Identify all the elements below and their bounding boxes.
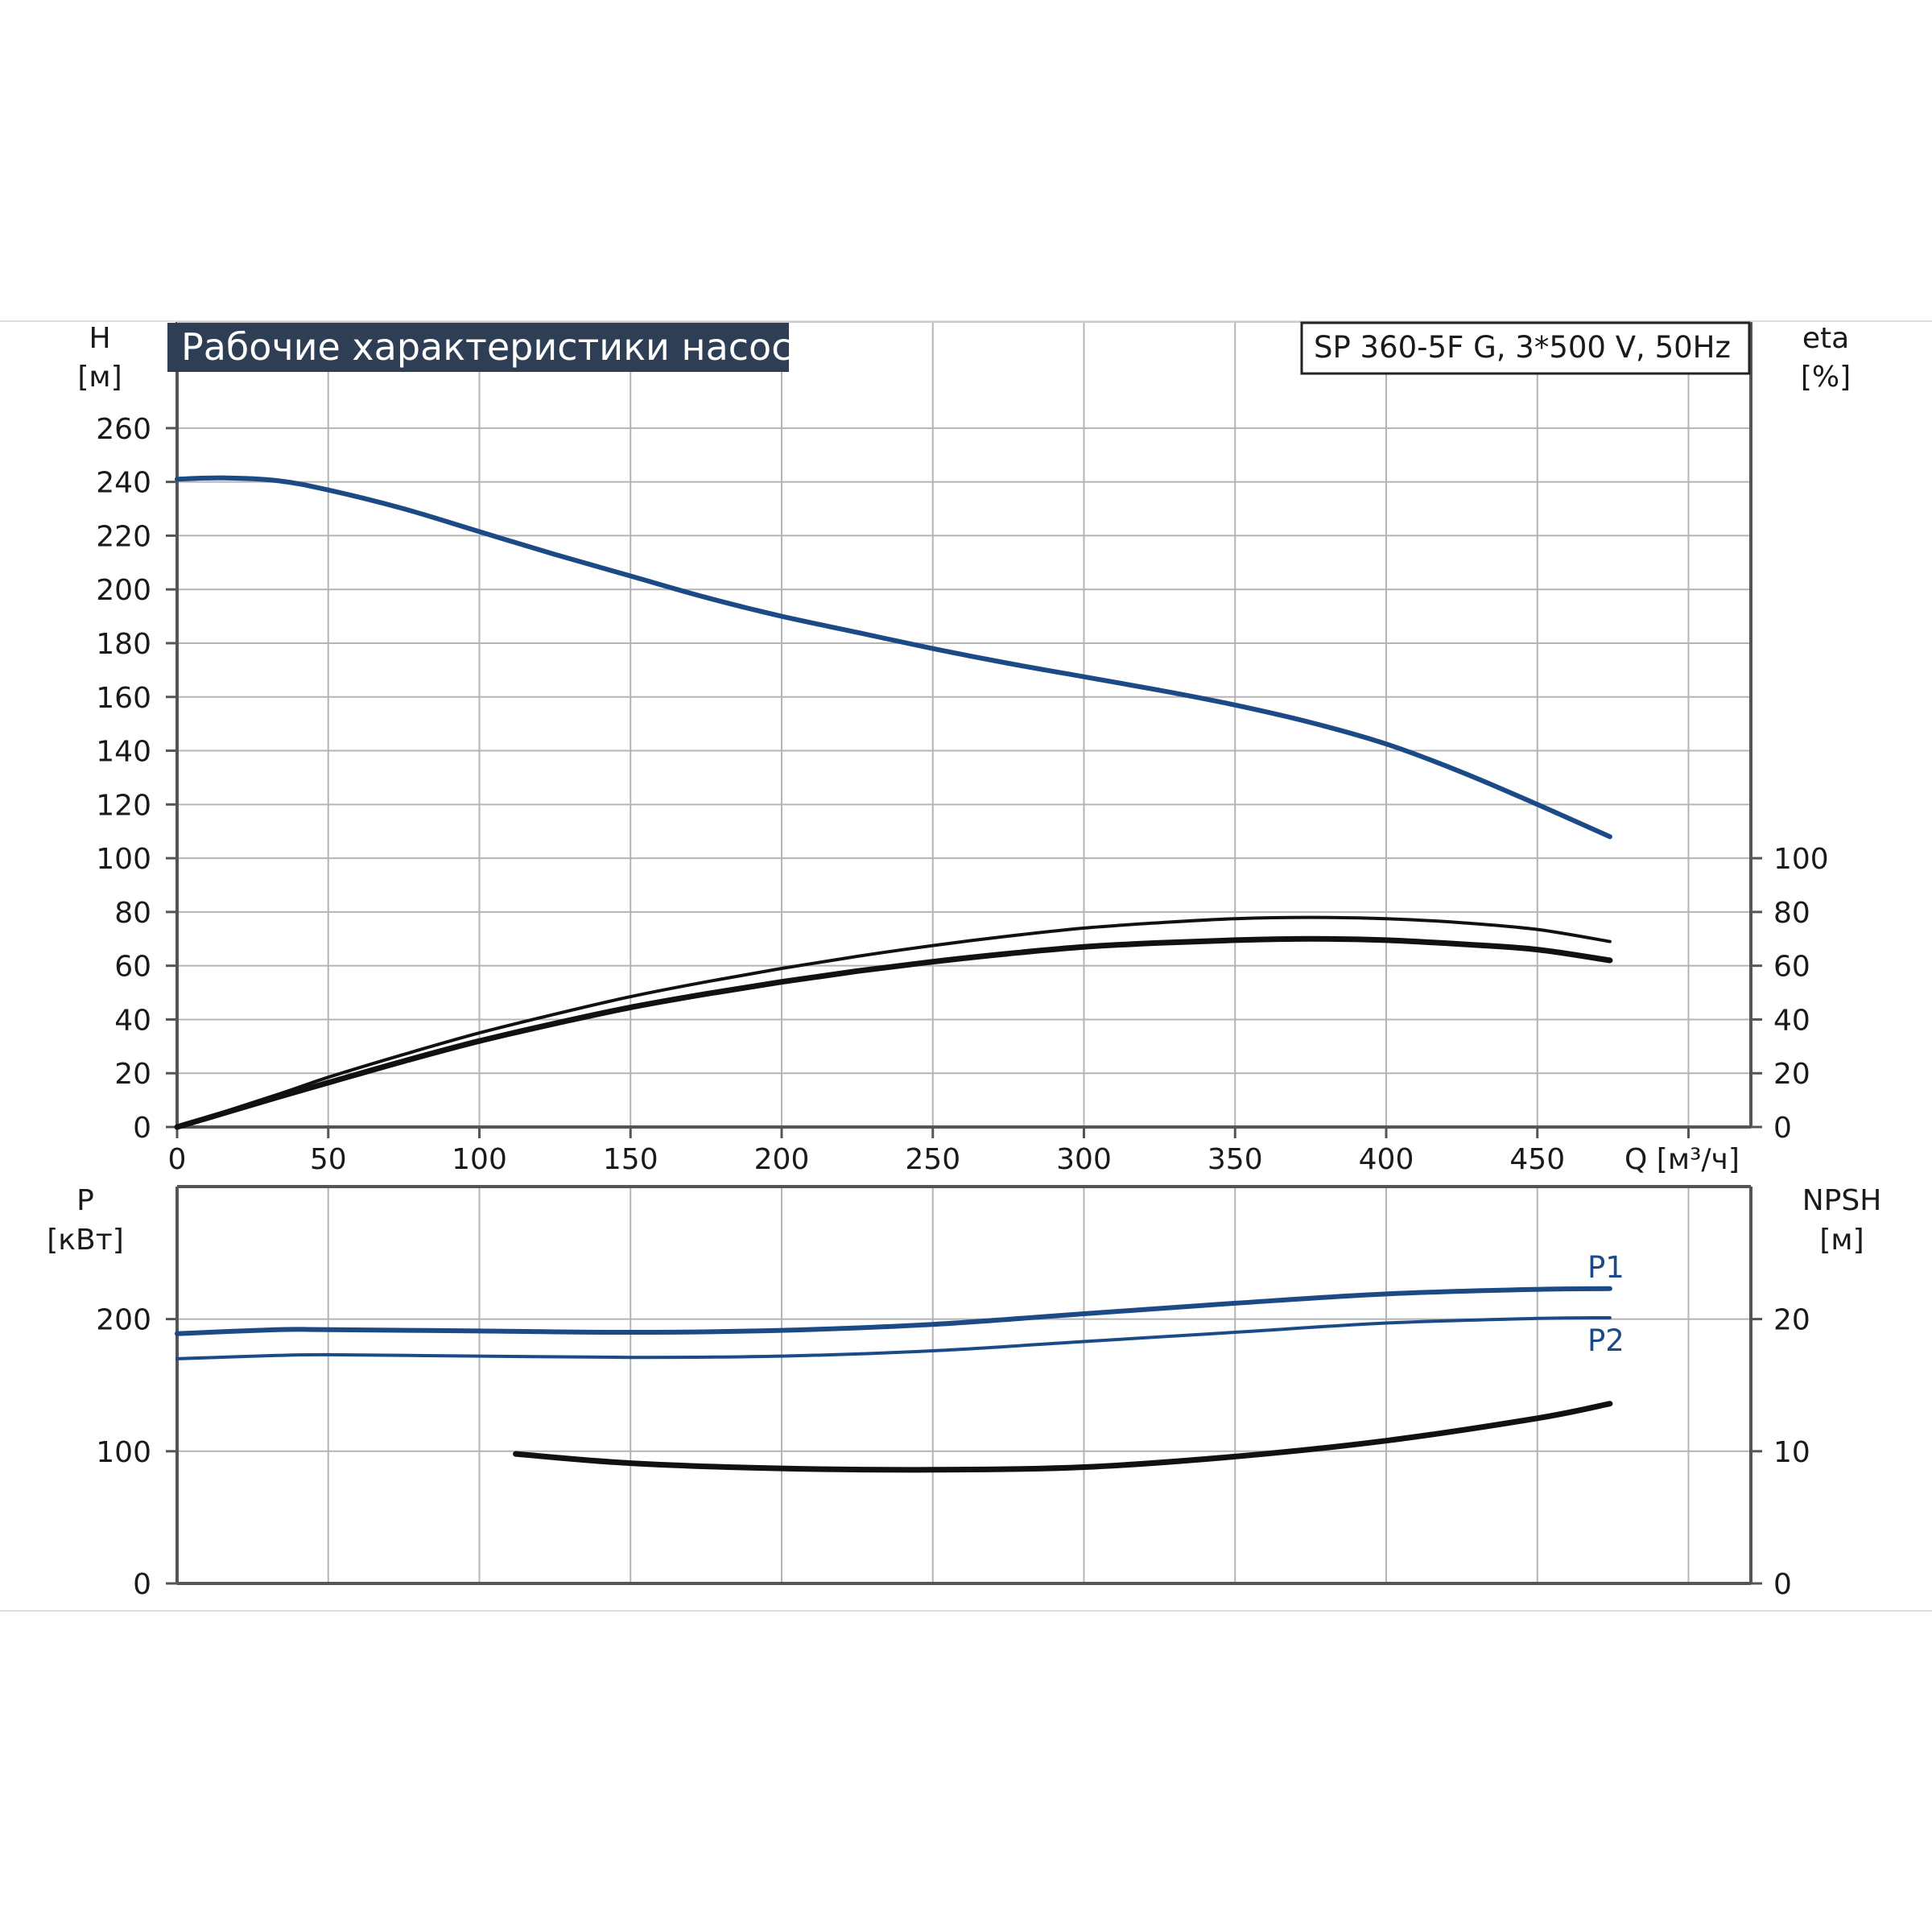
top-y-right-axis-ticks: 0 20 40 60 80 100 [1751,843,1829,1145]
y-right-tick-label: 60 [1773,951,1810,984]
series-line-eta-pump [175,915,1612,1129]
bottom-y-left-label-line2: [кВт] [47,1224,124,1257]
bottom-y-right-label-line1: NPSH [1802,1184,1882,1217]
bottom-y-left-axis-ticks: 0 100 200 [96,1304,177,1601]
top-y-left-axis-ticks: 0 20 40 60 80 100 120 140 160 180 200 220 240 260 [96,413,177,1145]
y-left-tick-label: 240 [96,467,151,500]
bottom-y-right-axis-ticks: 0 10 20 [1751,1304,1810,1601]
series-label-p1: P1 [1587,1250,1624,1285]
y-left-tick-label: 100 [96,843,151,876]
top-panel-frame [175,321,1752,1129]
y-right-tick-label: 40 [1773,1004,1810,1037]
top-panel-grid [177,322,1751,1127]
bottom-panel-frame [175,1185,1752,1585]
x-tick-label: 450 [1509,1143,1565,1176]
x-tick-label: 300 [1056,1143,1112,1176]
bottom-y-left-tick-label: 100 [96,1436,151,1469]
bottom-panel-grid [177,1187,1751,1583]
model-label: SP 360-5F G, 3*500 V, 50Hz [1314,330,1731,365]
x-tick-label: 0 [168,1143,187,1176]
x-tick-label: 200 [754,1143,810,1176]
series-line-eta-total [174,935,1613,1130]
bottom-panel-series [175,1286,1613,1473]
y-left-tick-label: 80 [114,897,151,930]
series-label-p2: P2 [1587,1323,1624,1358]
bottom-y-left-tick-label: 200 [96,1304,151,1337]
y-left-tick-label: 60 [114,951,151,984]
top-x-axis-ticks: 0 50 100 150 200 250 300 350 400 450 [168,1127,1690,1176]
x-tick-label: 400 [1359,1143,1414,1176]
top-y-right-label-line2: [%] [1801,361,1851,394]
series-line-P2 [175,1316,1612,1360]
page-title: Рабочие характеристики насоса [181,325,815,369]
series-line-P1 [175,1286,1612,1336]
y-right-tick-label: 80 [1773,897,1810,930]
title-box [167,323,789,372]
bottom-y-right-tick-label: 0 [1773,1568,1792,1601]
x-tick-label: 100 [452,1143,507,1176]
model-label-box [1300,321,1751,375]
y-left-tick-label: 0 [133,1112,151,1145]
y-left-tick-label: 180 [96,628,151,661]
y-right-tick-label: 100 [1773,843,1829,876]
x-axis-label: Q [м³/ч] [1624,1143,1740,1176]
top-y-left-label-line1: H [89,322,110,355]
bottom-y-left-label-line1: P [76,1184,94,1217]
bottom-y-right-tick-label: 20 [1773,1304,1810,1337]
y-left-tick-label: 140 [96,736,151,769]
top-y-left-label-line2: [м] [77,361,122,394]
y-left-tick-label: 220 [96,520,151,553]
y-left-tick-label: 20 [114,1058,151,1091]
bottom-y-right-tick-label: 10 [1773,1436,1810,1469]
y-left-tick-label: 200 [96,574,151,607]
series-line-H [175,475,1612,840]
x-tick-label: 250 [905,1143,960,1176]
top-y-right-label-line1: eta [1802,322,1849,355]
y-right-tick-label: 20 [1773,1058,1810,1091]
y-left-tick-label: 40 [114,1004,151,1037]
series-line-NPSH [513,1401,1613,1473]
x-tick-label: 50 [310,1143,347,1176]
y-left-tick-label: 260 [96,413,151,446]
x-tick-label: 150 [603,1143,658,1176]
top-panel-series [174,475,1613,1130]
y-left-tick-label: 160 [96,682,151,715]
bottom-y-left-tick-label: 0 [133,1568,151,1601]
bottom-y-right-label-line2: [м] [1819,1224,1864,1257]
y-left-tick-label: 120 [96,789,151,822]
x-tick-label: 350 [1208,1143,1263,1176]
y-right-tick-label: 0 [1773,1112,1792,1145]
